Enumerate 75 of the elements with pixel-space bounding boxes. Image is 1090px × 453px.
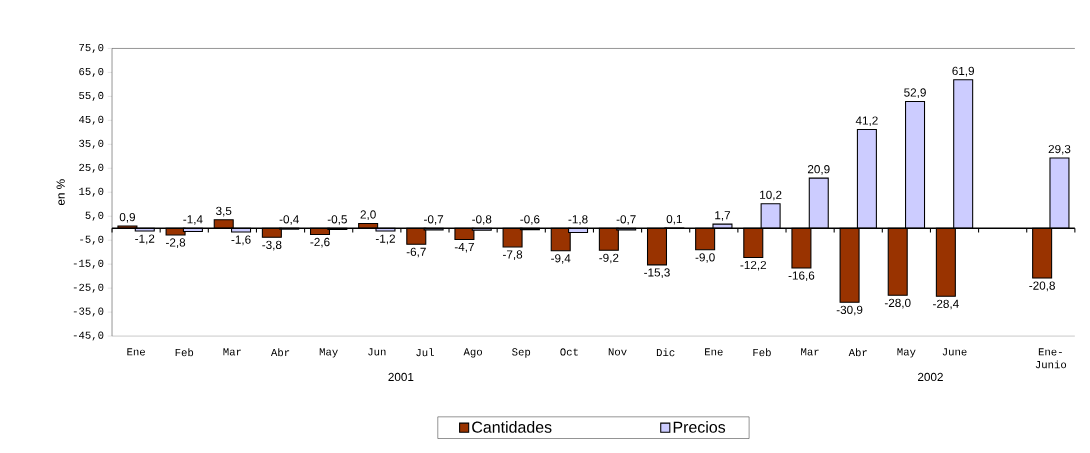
- y-tick-label: 5,0: [85, 211, 104, 221]
- data-label: -9,0: [695, 253, 715, 263]
- text: 2002: [918, 372, 943, 382]
- legend-label: Precios: [673, 421, 726, 433]
- x-tick-label: Oct: [560, 348, 578, 356]
- y-tick-label: 45,0: [79, 115, 104, 125]
- data-label: 10,2: [760, 190, 782, 201]
- data-label: -6,7: [406, 247, 426, 258]
- data-label: -0,6: [520, 215, 540, 225]
- data-label: 61,9: [952, 66, 975, 77]
- data-label: -1,4: [183, 215, 203, 225]
- x-tick-label: Mar: [223, 348, 242, 356]
- data-label: 41,2: [855, 116, 878, 127]
- data-label: -0,7: [616, 215, 636, 225]
- y-tick-label: 55,0: [79, 91, 104, 101]
- data-label: -2,8: [166, 238, 186, 249]
- legend-label: Cantidades: [472, 421, 552, 433]
- data-label: -1,2: [375, 234, 395, 245]
- y-tick-label: 35,0: [79, 139, 104, 149]
- y-tick-label: 15,0: [79, 187, 104, 197]
- data-label: 3,5: [216, 206, 232, 217]
- data-label: -0,8: [472, 215, 492, 225]
- x-tick-label: June: [942, 348, 967, 356]
- data-label: -28,0: [884, 298, 911, 309]
- x-tick-label: Abr: [270, 348, 290, 357]
- x-tick-label: May: [319, 348, 338, 358]
- x-tick-label: Feb: [753, 348, 771, 357]
- data-label: -1,6: [231, 235, 251, 246]
- data-label: 2,0: [360, 210, 376, 221]
- x-tick-label: Sep: [512, 348, 531, 358]
- data-label: 1,7: [715, 211, 731, 221]
- text: 2001: [388, 372, 414, 382]
- x-tick-label: Abr: [848, 348, 867, 357]
- y-tick-label: -5,0: [80, 235, 104, 245]
- data-label: -16,6: [788, 271, 815, 282]
- data-label: -2,6: [310, 237, 330, 248]
- data-label: -9,2: [599, 253, 619, 264]
- data-label: -20,8: [1029, 281, 1055, 292]
- data-label: 0,9: [119, 213, 136, 223]
- x-tick-label: Jun: [368, 348, 386, 356]
- x-tick-label: Ene: [705, 348, 723, 356]
- data-label: 20,9: [807, 165, 830, 175]
- x-tick-label: Dic: [656, 348, 675, 357]
- data-label: 29,3: [1048, 144, 1071, 155]
- data-label: -9,4: [551, 254, 571, 264]
- data-label: -1,8: [568, 215, 588, 225]
- y-tick-label: -15,0: [73, 259, 104, 269]
- x-tick-label: Feb: [175, 348, 194, 357]
- x-tick-label: May: [897, 348, 916, 358]
- data-label: -12,2: [740, 260, 767, 271]
- y-tick-label: 25,0: [79, 163, 104, 173]
- data-label: -3,8: [262, 240, 282, 251]
- data-label: 52,9: [904, 88, 926, 99]
- y-tick-label: 75,0: [79, 43, 104, 53]
- y-axis-title: en %: [56, 179, 65, 206]
- y-tick-label: 65,0: [79, 67, 104, 77]
- data-label: -0,4: [279, 215, 299, 225]
- data-label: -15,3: [644, 268, 670, 278]
- data-label: -30,9: [836, 305, 863, 316]
- y-tick-label: -35,0: [73, 307, 104, 317]
- x-tick-label: Nov: [608, 348, 627, 356]
- data-label: -4,7: [454, 242, 474, 253]
- x-tick-label: Mar: [801, 348, 819, 356]
- y-tick-label: -25,0: [73, 283, 104, 293]
- x-tick-label: Ene-Junio: [1035, 348, 1067, 369]
- y-tick-label: -45,0: [73, 331, 104, 341]
- data-label: -1,2: [135, 234, 155, 245]
- data-label: -0,7: [424, 215, 444, 225]
- data-label: -7,8: [503, 250, 523, 261]
- x-tick-label: Jul: [416, 348, 434, 357]
- x-tick-label: Ene: [127, 348, 145, 356]
- data-label: -0,5: [327, 215, 347, 225]
- x-tick-label: Ago: [463, 348, 482, 358]
- data-label: 0,1: [666, 214, 682, 225]
- data-label: -28,4: [933, 299, 959, 310]
